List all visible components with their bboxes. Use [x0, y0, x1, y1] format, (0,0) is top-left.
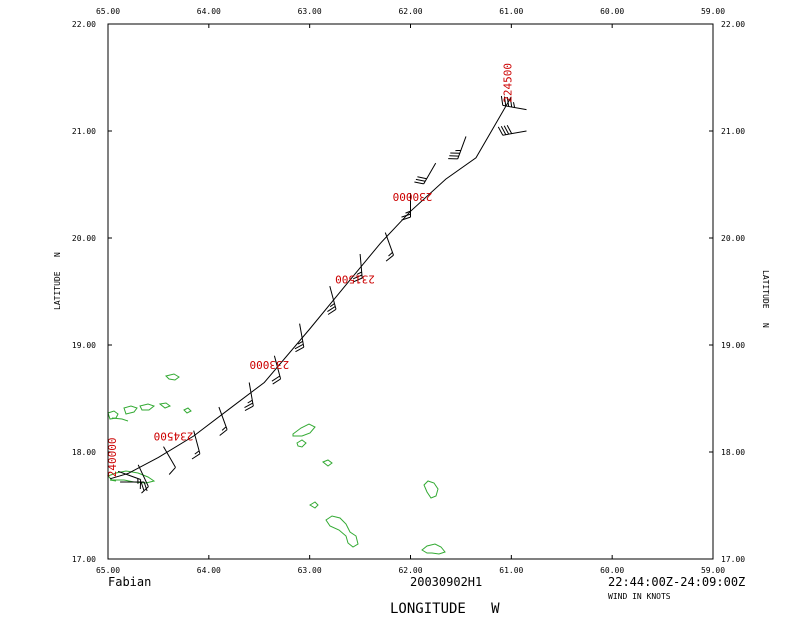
wind-barb: [120, 481, 148, 492]
time-range: 22:44:00Z-24:09:00Z: [608, 575, 745, 589]
time-label: 224500: [501, 63, 514, 103]
x-tick-label-bottom: 60.00: [600, 566, 624, 575]
y-tick-label-right: 17.00: [721, 555, 745, 564]
wind-barb: [244, 382, 254, 412]
x-tick-label-top: 62.00: [398, 7, 422, 16]
y-axis-label-right: LATITUDE N: [761, 270, 770, 328]
wind-barb: [384, 232, 394, 262]
wind-barb: [294, 323, 305, 353]
plot-border: [107, 23, 714, 560]
time-label: 231500: [335, 272, 375, 285]
time-labels: 224500 230000 231500 233000 234500 240000: [106, 63, 514, 477]
plot-frame: [107, 23, 714, 560]
axis-ticks: 65.00 65.00 64.00 64.00 63.00 63.00 62.00 62.00…: [72, 7, 745, 575]
y-tick-label-right: 22.00: [721, 20, 745, 29]
x-tick-label-top: 65.00: [96, 7, 120, 16]
y-tick-label-left: 21.00: [72, 127, 96, 136]
x-tick-label-bottom: 59.00: [701, 566, 725, 575]
x-tick-label-top: 59.00: [701, 7, 725, 16]
wind-barb: [137, 464, 149, 494]
time-label: 230000: [393, 190, 433, 203]
y-tick-label-left: 18.00: [72, 448, 96, 457]
wind-barb: [327, 285, 337, 315]
wind-barb: [497, 125, 527, 136]
y-tick-label-left: 22.00: [72, 20, 96, 29]
wind-barb: [448, 136, 467, 160]
track-line: [109, 96, 512, 480]
wind-barb: [401, 193, 411, 221]
x-tick-label-bottom: 61.00: [499, 566, 523, 575]
y-tick-label-right: 18.00: [721, 448, 745, 457]
wind-barb: [191, 430, 201, 460]
x-tick-label-top: 64.00: [197, 7, 221, 16]
x-tick-label-bottom: 62.00: [398, 566, 422, 575]
x-tick-label-bottom: 63.00: [298, 566, 322, 575]
x-tick-label-top: 63.00: [298, 7, 322, 16]
wind-barb: [218, 406, 228, 436]
wind-barb: [117, 470, 142, 490]
wind-barb: [352, 253, 363, 283]
x-tick-label-bottom: 65.00: [96, 566, 120, 575]
y-tick-label-right: 21.00: [721, 127, 745, 136]
time-label: 240000: [106, 437, 119, 477]
wind-barb: [163, 446, 176, 475]
y-tick-label-right: 20.00: [721, 234, 745, 243]
x-axis-label: LONGITUDE W: [390, 601, 500, 617]
x-tick-label-bottom: 64.00: [197, 566, 221, 575]
coastline-islands: [107, 373, 446, 555]
y-tick-label-left: 17.00: [72, 555, 96, 564]
flight-track: [109, 96, 512, 480]
y-tick-label-left: 20.00: [72, 234, 96, 243]
wind-barb: [500, 95, 527, 111]
wind-barb: [271, 355, 282, 385]
wind-barb: [414, 162, 437, 185]
storm-name: Fabian: [108, 575, 151, 589]
wind-barbs: [117, 95, 527, 494]
x-tick-label-top: 61.00: [499, 7, 523, 16]
time-label: 233000: [249, 358, 289, 371]
wind-units-note: WIND IN KNOTS: [608, 592, 671, 601]
x-tick-label-top: 60.00: [600, 7, 624, 16]
y-axis-label-left: LATITUDE N: [53, 252, 62, 310]
y-tick-label-left: 19.00: [72, 341, 96, 350]
flight-id: 20030902H1: [410, 575, 482, 589]
y-tick-label-right: 19.00: [721, 341, 745, 350]
time-label: 234500: [154, 430, 194, 443]
